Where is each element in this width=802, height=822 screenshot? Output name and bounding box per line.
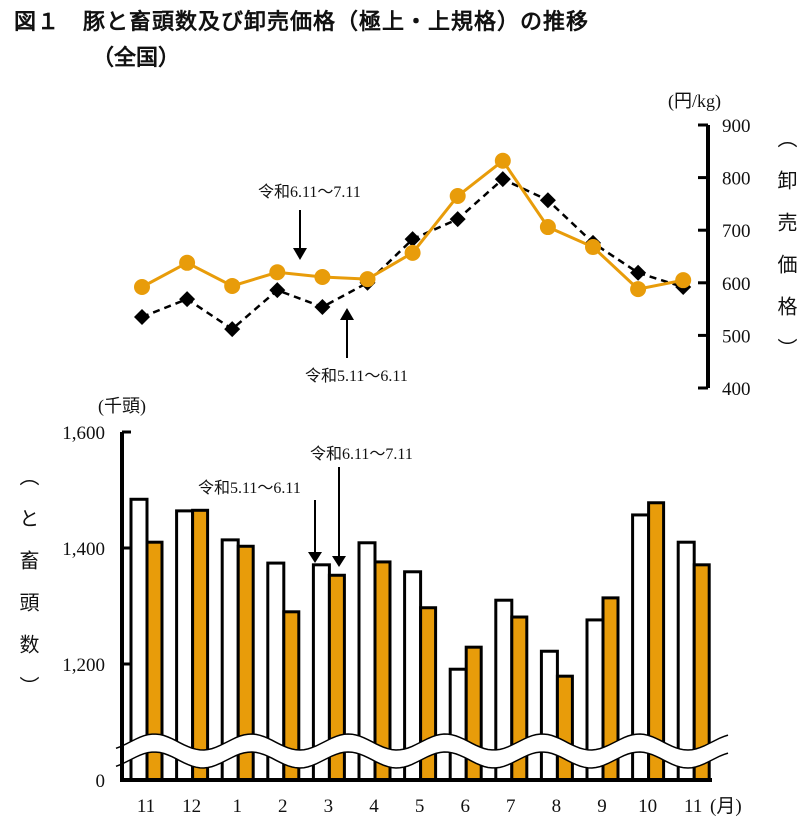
cur-price-point [269, 264, 286, 281]
prev-count-bar [448, 667, 468, 782]
arrow-up-icon [340, 308, 354, 320]
cur-price-line [141, 158, 684, 291]
arrow-down-icon [332, 556, 346, 567]
cur-price-point [630, 281, 647, 298]
month-label: 5 [415, 796, 425, 817]
month-unit-label: (月) [710, 796, 742, 817]
price-tick-label: 800 [722, 169, 751, 190]
figure-title: 図１ 豚と畜頭数及び卸売価格（極上・上規格）の推移 [14, 10, 590, 35]
prev-price-point [134, 308, 150, 325]
price-tick-label: 900 [722, 116, 751, 137]
prev-price-point [449, 211, 466, 228]
price-tick-label: 700 [722, 221, 751, 242]
month-label: 11 [137, 796, 155, 817]
prev-price-point [224, 321, 241, 338]
price-unit-label: (円/kg) [668, 91, 721, 112]
month-label: 2 [278, 796, 288, 817]
cur-price-point [404, 244, 421, 261]
price-tick-label: 600 [722, 274, 751, 295]
arrow-down-icon [308, 552, 322, 563]
month-label: 3 [324, 796, 334, 817]
price-axis-title: （卸売価格） [774, 128, 798, 380]
count-tick-label: 1,400 [62, 539, 105, 560]
prev-count-bar [175, 509, 195, 782]
prev-price-point [539, 192, 556, 209]
axis-break-line [115, 751, 729, 769]
prev-count-bar [539, 649, 559, 782]
cur-count-bar [555, 674, 574, 782]
prev-price-point [630, 264, 647, 281]
prev-price-point [314, 298, 331, 315]
cur-price-point [449, 188, 466, 205]
count-tick-label: 1,600 [62, 423, 105, 444]
prev-price-point [494, 171, 511, 188]
price-tick-label: 400 [722, 379, 751, 400]
month-label: 7 [506, 796, 516, 817]
prev-price-point [269, 282, 286, 299]
arrow-down-icon [293, 248, 307, 260]
prev-price-point [404, 231, 421, 248]
month-label: 9 [597, 796, 607, 817]
cur-price-point [675, 272, 692, 289]
month-label: 8 [552, 796, 562, 817]
count-unit-label: (千頭) [98, 396, 146, 417]
cur-price-point [314, 269, 331, 286]
axis-break-line [115, 733, 729, 751]
cur-price-point [359, 271, 376, 288]
figure-subtitle: （全国） [92, 46, 181, 71]
bar-annotation-previous: 令和5.11～6.11 [198, 479, 301, 497]
month-label: 4 [369, 796, 379, 817]
cur-price-point [539, 219, 556, 236]
cur-price-point [179, 254, 196, 271]
axis-break-band [116, 734, 728, 768]
count-tick-label: 0 [96, 771, 106, 792]
month-label: 12 [182, 796, 201, 817]
cur-price-point [585, 239, 601, 256]
count-tick-label: 1,200 [62, 655, 105, 676]
bar-annotation-current: 令和6.11～7.11 [310, 445, 413, 463]
prev-count-bar [676, 540, 696, 782]
cur-price-point [494, 152, 511, 169]
month-label: 10 [638, 796, 657, 817]
month-label: 11 [684, 796, 702, 817]
cur-count-bar [191, 508, 210, 782]
prev-price-point [179, 291, 196, 308]
cur-price-point [224, 277, 241, 294]
line-annotation-previous: 令和5.11～6.11 [305, 367, 408, 385]
price-tick-label: 500 [722, 326, 751, 347]
month-label: 6 [460, 796, 470, 817]
month-label: 1 [232, 796, 242, 817]
line-annotation-current: 令和6.11～7.11 [258, 183, 361, 201]
count-axis-title: （と畜頭数） [16, 466, 40, 718]
cur-price-point [134, 279, 150, 296]
